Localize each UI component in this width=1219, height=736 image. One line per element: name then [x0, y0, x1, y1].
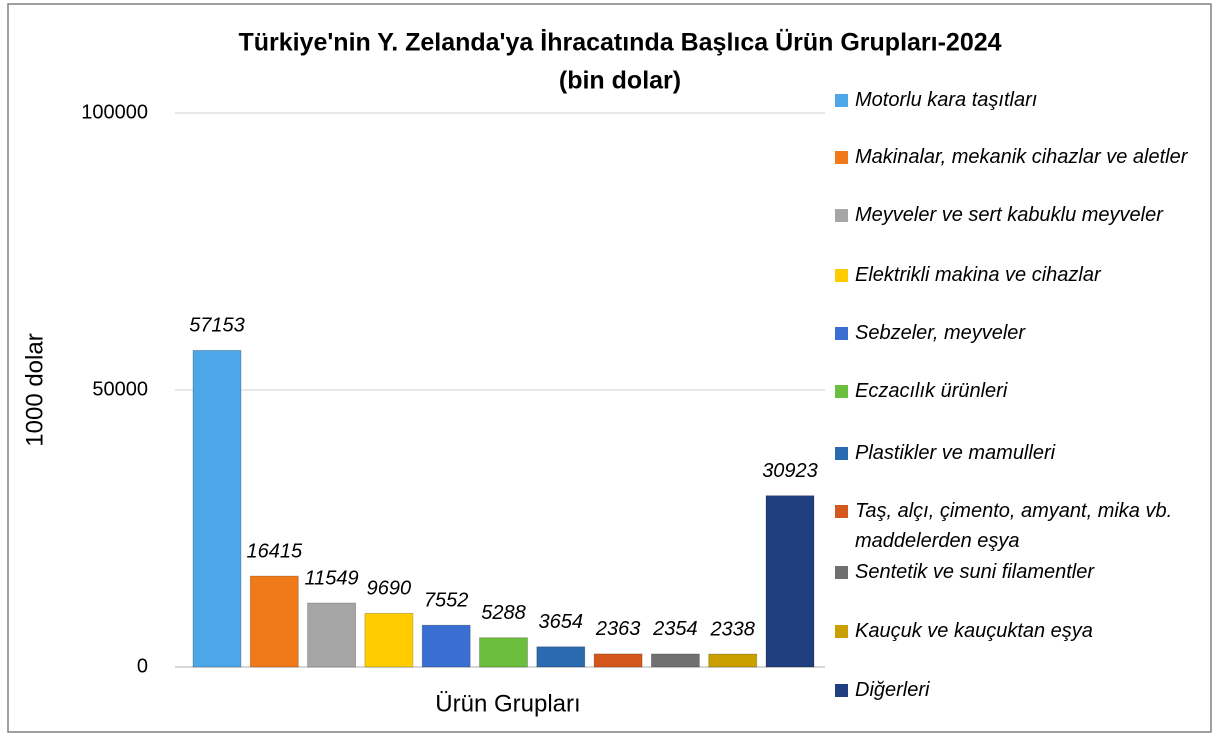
- legend-label: Sebzeler, meyveler: [855, 322, 1026, 344]
- bar: [765, 495, 815, 668]
- y-tick-label: 0: [137, 655, 148, 677]
- data-label: 7552: [424, 589, 469, 611]
- legend-swatch: [835, 684, 848, 697]
- y-tick-label: 50000: [92, 378, 148, 400]
- data-label: 2363: [595, 618, 641, 640]
- legend-swatch: [835, 209, 848, 222]
- data-label: 57153: [189, 315, 245, 337]
- legend-swatch: [835, 269, 848, 282]
- legend-item: Sentetik ve suni filamentler: [835, 557, 1213, 587]
- bar: [364, 612, 414, 668]
- bar: [708, 653, 758, 668]
- bar: [536, 646, 586, 668]
- legend-item: Kauçuk ve kauçuktan eşya: [835, 616, 1213, 646]
- legend-swatch: [835, 625, 848, 638]
- bar: [192, 349, 242, 668]
- bar: [651, 653, 700, 668]
- data-label: 2338: [709, 618, 755, 640]
- legend-label: Taş, alçı, çimento, amyant, mika vb. mad…: [855, 500, 1173, 552]
- legend-label: Elektrikli makina ve cihazlar: [855, 264, 1101, 286]
- legend-item: Meyveler ve sert kabuklu meyveler: [835, 200, 1213, 230]
- data-label: 30923: [762, 460, 818, 482]
- legend-item: Taş, alçı, çimento, amyant, mika vb. mad…: [835, 496, 1213, 556]
- legend-label: Meyveler ve sert kabuklu meyveler: [855, 204, 1163, 226]
- legend-swatch: [835, 447, 848, 460]
- legend-label: Kauçuk ve kauçuktan eşya: [855, 620, 1093, 642]
- legend-swatch: [835, 94, 848, 107]
- legend-swatch: [835, 505, 848, 518]
- bar: [249, 575, 299, 668]
- legend-label: Motorlu kara taşıtları: [855, 89, 1038, 111]
- legend-item: Sebzeler, meyveler: [835, 318, 1213, 348]
- bar: [421, 624, 471, 668]
- legend-swatch: [835, 327, 848, 340]
- data-label: 3654: [539, 611, 584, 633]
- legend-label: Eczacılık ürünleri: [855, 380, 1008, 402]
- legend-label: Sentetik ve suni filamentler: [855, 561, 1095, 583]
- chart-subtitle: (bin dolar): [559, 67, 681, 95]
- data-label: 5288: [481, 602, 526, 624]
- legend-item: Plastikler ve mamulleri: [835, 438, 1213, 468]
- legend-item: Motorlu kara taşıtları: [835, 85, 1213, 115]
- x-axis-label: Ürün Grupları: [435, 690, 580, 717]
- chart-title: Türkiye'nin Y. Zelanda'ya İhracatında Ba…: [238, 28, 1001, 57]
- legend-item: Makinalar, mekanik cihazlar ve aletler: [835, 142, 1213, 172]
- data-label: 2354: [652, 618, 698, 640]
- legend-item: Eczacılık ürünleri: [835, 376, 1213, 406]
- bar: [307, 602, 357, 668]
- y-tick-label: 100000: [81, 101, 148, 123]
- legend-swatch: [835, 151, 848, 164]
- legend-label: Diğerleri: [855, 679, 930, 701]
- data-label: 16415: [246, 540, 302, 562]
- legend-label: Plastikler ve mamulleri: [855, 442, 1056, 464]
- legend-swatch: [835, 385, 848, 398]
- data-label: 9690: [367, 578, 412, 600]
- bar: [479, 637, 528, 668]
- legend-label: Makinalar, mekanik cihazlar ve aletler: [855, 146, 1188, 168]
- y-axis-label: 1000 dolar: [21, 333, 48, 446]
- bar: [593, 653, 643, 668]
- legend-item: Elektrikli makina ve cihazlar: [835, 260, 1213, 290]
- data-label: 11549: [305, 567, 359, 589]
- legend-item: Diğerleri: [835, 675, 1213, 705]
- legend-swatch: [835, 566, 848, 579]
